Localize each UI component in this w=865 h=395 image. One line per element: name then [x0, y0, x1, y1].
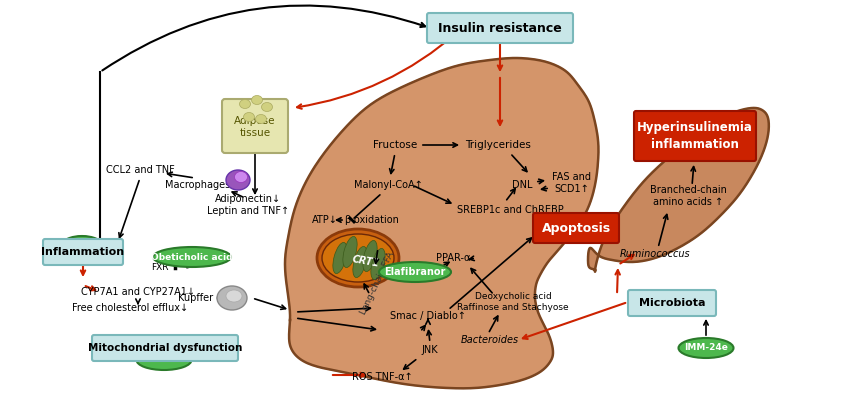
Ellipse shape: [379, 262, 451, 282]
Ellipse shape: [226, 170, 250, 190]
Text: CYP7A1 and CYP27A1↓: CYP7A1 and CYP27A1↓: [81, 287, 195, 297]
Ellipse shape: [217, 286, 247, 310]
Text: Microbiota: Microbiota: [638, 298, 705, 308]
Text: Ruminococcus: Ruminococcus: [619, 249, 690, 259]
Text: ROS TNF-α↑: ROS TNF-α↑: [352, 372, 413, 382]
Ellipse shape: [137, 350, 191, 370]
Text: Smac / Diablo↑: Smac / Diablo↑: [390, 311, 466, 321]
Text: Macrophages: Macrophages: [165, 180, 231, 190]
Text: Adipose
tissue: Adipose tissue: [234, 116, 276, 138]
Ellipse shape: [226, 290, 242, 302]
Text: CCL2 and TNF: CCL2 and TNF: [106, 165, 175, 175]
Ellipse shape: [62, 236, 102, 254]
FancyBboxPatch shape: [634, 111, 756, 161]
Ellipse shape: [333, 243, 347, 273]
FancyBboxPatch shape: [427, 13, 573, 43]
Text: Obeticholic acid: Obeticholic acid: [151, 252, 233, 261]
Ellipse shape: [322, 234, 394, 282]
FancyBboxPatch shape: [628, 290, 716, 316]
Text: Inflammation: Inflammation: [42, 247, 125, 257]
Ellipse shape: [317, 229, 399, 287]
Text: PPAR-α: PPAR-α: [436, 253, 471, 263]
Ellipse shape: [363, 241, 377, 271]
Text: CRT1: CRT1: [351, 254, 381, 268]
Ellipse shape: [255, 115, 266, 124]
Text: Bacteroides: Bacteroides: [461, 335, 519, 345]
Ellipse shape: [244, 113, 254, 122]
Text: Malonyl-CoA↑: Malonyl-CoA↑: [354, 180, 422, 190]
Text: Hyperinsulinemia
inflammation: Hyperinsulinemia inflammation: [637, 122, 753, 150]
Text: Deoxycholic acid
Raffinose and Stachyose: Deoxycholic acid Raffinose and Stachyose: [458, 292, 569, 312]
Text: Long-chain FFA: Long-chain FFA: [358, 250, 395, 316]
FancyBboxPatch shape: [43, 239, 123, 265]
Text: Branched-chain
amino acids ↑: Branched-chain amino acids ↑: [650, 185, 727, 207]
Text: Adiponectin↓
Leptin and TNF↑: Adiponectin↓ Leptin and TNF↑: [207, 194, 289, 216]
Text: Vitamin E: Vitamin E: [139, 356, 189, 365]
Ellipse shape: [240, 100, 251, 109]
Ellipse shape: [678, 338, 734, 358]
Text: JNK: JNK: [422, 345, 439, 355]
Ellipse shape: [353, 246, 367, 278]
Text: Fructose: Fructose: [373, 140, 417, 150]
Ellipse shape: [252, 96, 262, 105]
Ellipse shape: [343, 237, 357, 267]
Text: CVC: CVC: [71, 240, 93, 250]
Text: Elafibranor: Elafibranor: [384, 267, 445, 277]
Text: FAS and
SCD1↑: FAS and SCD1↑: [553, 172, 592, 194]
FancyBboxPatch shape: [533, 213, 619, 243]
Ellipse shape: [153, 247, 231, 267]
Text: Triglycerides: Triglycerides: [465, 140, 531, 150]
Text: β-oxidation: β-oxidation: [344, 215, 400, 225]
Polygon shape: [588, 108, 769, 272]
Text: FXR: FXR: [151, 263, 169, 273]
Ellipse shape: [371, 248, 385, 280]
Text: Insulin resistance: Insulin resistance: [439, 21, 562, 34]
FancyBboxPatch shape: [92, 335, 238, 361]
Text: ATP↓: ATP↓: [312, 215, 338, 225]
Text: Küpffer cells: Küpffer cells: [178, 293, 238, 303]
Text: Mitochondrial dysfunction: Mitochondrial dysfunction: [88, 343, 242, 353]
Polygon shape: [285, 58, 599, 388]
Ellipse shape: [261, 102, 272, 111]
Ellipse shape: [234, 171, 247, 182]
Text: Apoptosis: Apoptosis: [541, 222, 611, 235]
Text: SREBP1c and ChREBP: SREBP1c and ChREBP: [457, 205, 563, 215]
Text: IMM-24e: IMM-24e: [684, 344, 728, 352]
Text: Free cholesterol efflux↓: Free cholesterol efflux↓: [72, 303, 188, 313]
FancyBboxPatch shape: [222, 99, 288, 153]
Text: DNL: DNL: [512, 180, 532, 190]
